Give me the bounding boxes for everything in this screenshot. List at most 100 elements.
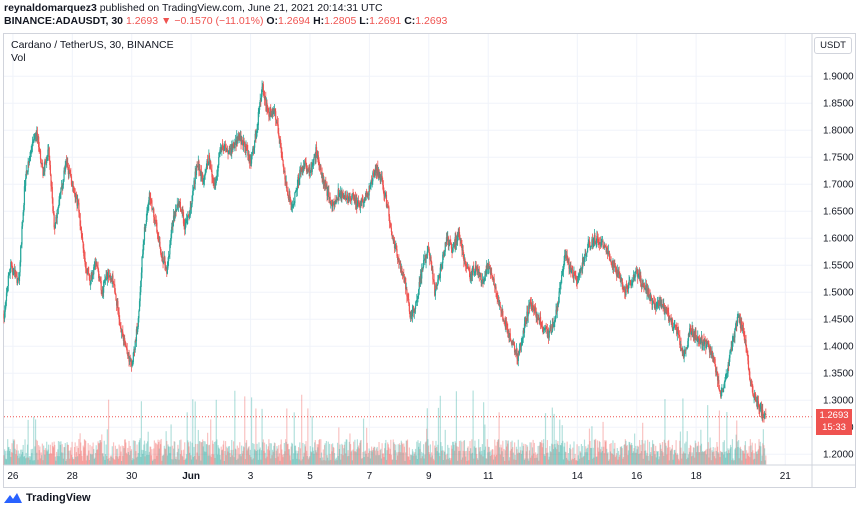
tradingview-logo-icon[interactable] (4, 492, 22, 504)
candle-body (593, 241, 595, 243)
candle-body (8, 274, 10, 276)
volume-bar (359, 440, 362, 465)
volume-bar (455, 391, 457, 465)
volume-bar (594, 440, 596, 465)
volume-bar (409, 454, 412, 465)
volume-bar (315, 452, 318, 465)
volume-bar (638, 440, 641, 465)
volume-bar (711, 450, 713, 465)
candle-body (362, 200, 364, 204)
volume-bar (541, 447, 544, 465)
candle-body (686, 347, 688, 349)
volume-bar (223, 440, 225, 465)
tradingview-brand[interactable]: TradingView (26, 492, 91, 504)
volume-bar (449, 460, 451, 465)
candle-body (364, 197, 366, 200)
volume-bar (495, 445, 497, 465)
candle-body (175, 209, 177, 211)
volume-bar (169, 453, 171, 465)
volume-bar (277, 456, 279, 465)
volume-bar (336, 460, 338, 465)
volume-bar (707, 442, 709, 465)
candle-body (652, 300, 654, 302)
candle-body (295, 190, 297, 192)
candle-body (61, 186, 63, 190)
volume-bar (672, 459, 674, 465)
candle-body (119, 325, 121, 327)
candle-body (708, 343, 710, 347)
candle-body (403, 273, 405, 279)
candle-body (350, 199, 352, 201)
volume-bar (130, 450, 132, 465)
candle-body (179, 202, 181, 204)
volume-bar (327, 457, 329, 465)
volume-bar (559, 419, 561, 465)
volume-bar (228, 445, 230, 465)
volume-bar (472, 390, 474, 465)
volume-bar (718, 410, 721, 465)
candle-body (197, 161, 199, 168)
volume-bar (289, 455, 291, 465)
currency-button[interactable]: USDT (814, 37, 852, 54)
volume-bar (543, 454, 545, 465)
volume-bar (296, 458, 298, 465)
volume-bar (689, 444, 691, 465)
candle-body (129, 357, 131, 362)
candle-body (390, 227, 393, 233)
candle-body (331, 205, 333, 207)
volume-bar (628, 441, 630, 465)
volume-bar (84, 439, 86, 465)
candle-body (114, 284, 116, 293)
volume-bar (716, 446, 719, 465)
volume-bar (544, 455, 546, 465)
candle-body (654, 303, 656, 308)
candle-body (552, 325, 555, 327)
candle-body (203, 175, 206, 180)
candle-body (437, 279, 439, 285)
candle-body (319, 165, 321, 168)
candle-body (163, 261, 165, 264)
volume-bar (704, 450, 706, 465)
candle-body (307, 168, 309, 170)
volume-bar (348, 441, 350, 465)
volume-bar (166, 440, 168, 465)
publisher-name[interactable]: reynaldomarquez3 (4, 2, 97, 14)
volume-bar (305, 441, 307, 465)
candle-body (684, 350, 686, 352)
candle-body (423, 258, 425, 261)
candle-body (549, 328, 551, 331)
volume-bar (601, 450, 604, 465)
volume-bar (406, 440, 408, 465)
candle-body (411, 316, 413, 317)
volume-bar (457, 446, 459, 465)
candle-body (223, 145, 225, 151)
volume-bar (510, 441, 512, 465)
candle-body (649, 295, 651, 301)
volume-bar (617, 459, 619, 465)
y-tick-label: 1.8500 (823, 99, 854, 110)
candle-body (748, 369, 750, 372)
candle-body (676, 328, 678, 335)
volume-bar (692, 447, 695, 465)
volume-bar (172, 448, 175, 465)
volume-bar (602, 421, 604, 465)
candle-body (712, 356, 714, 358)
volume-bar (66, 442, 68, 465)
volume-bar (192, 399, 194, 465)
volume-bar (34, 446, 36, 465)
candle-body (731, 341, 734, 351)
candle-body (83, 256, 86, 258)
candle-body (260, 100, 262, 101)
volume-bar (532, 439, 534, 465)
volume-bar (397, 455, 399, 465)
candle-body (301, 169, 303, 172)
candle-body (210, 161, 212, 170)
high-label: H: (313, 15, 325, 27)
candle-body (374, 170, 376, 173)
candle-body (584, 253, 586, 259)
candle-body (544, 329, 546, 331)
candle-body (241, 141, 243, 145)
volume-bar (513, 459, 515, 465)
volume-bar (487, 452, 489, 465)
